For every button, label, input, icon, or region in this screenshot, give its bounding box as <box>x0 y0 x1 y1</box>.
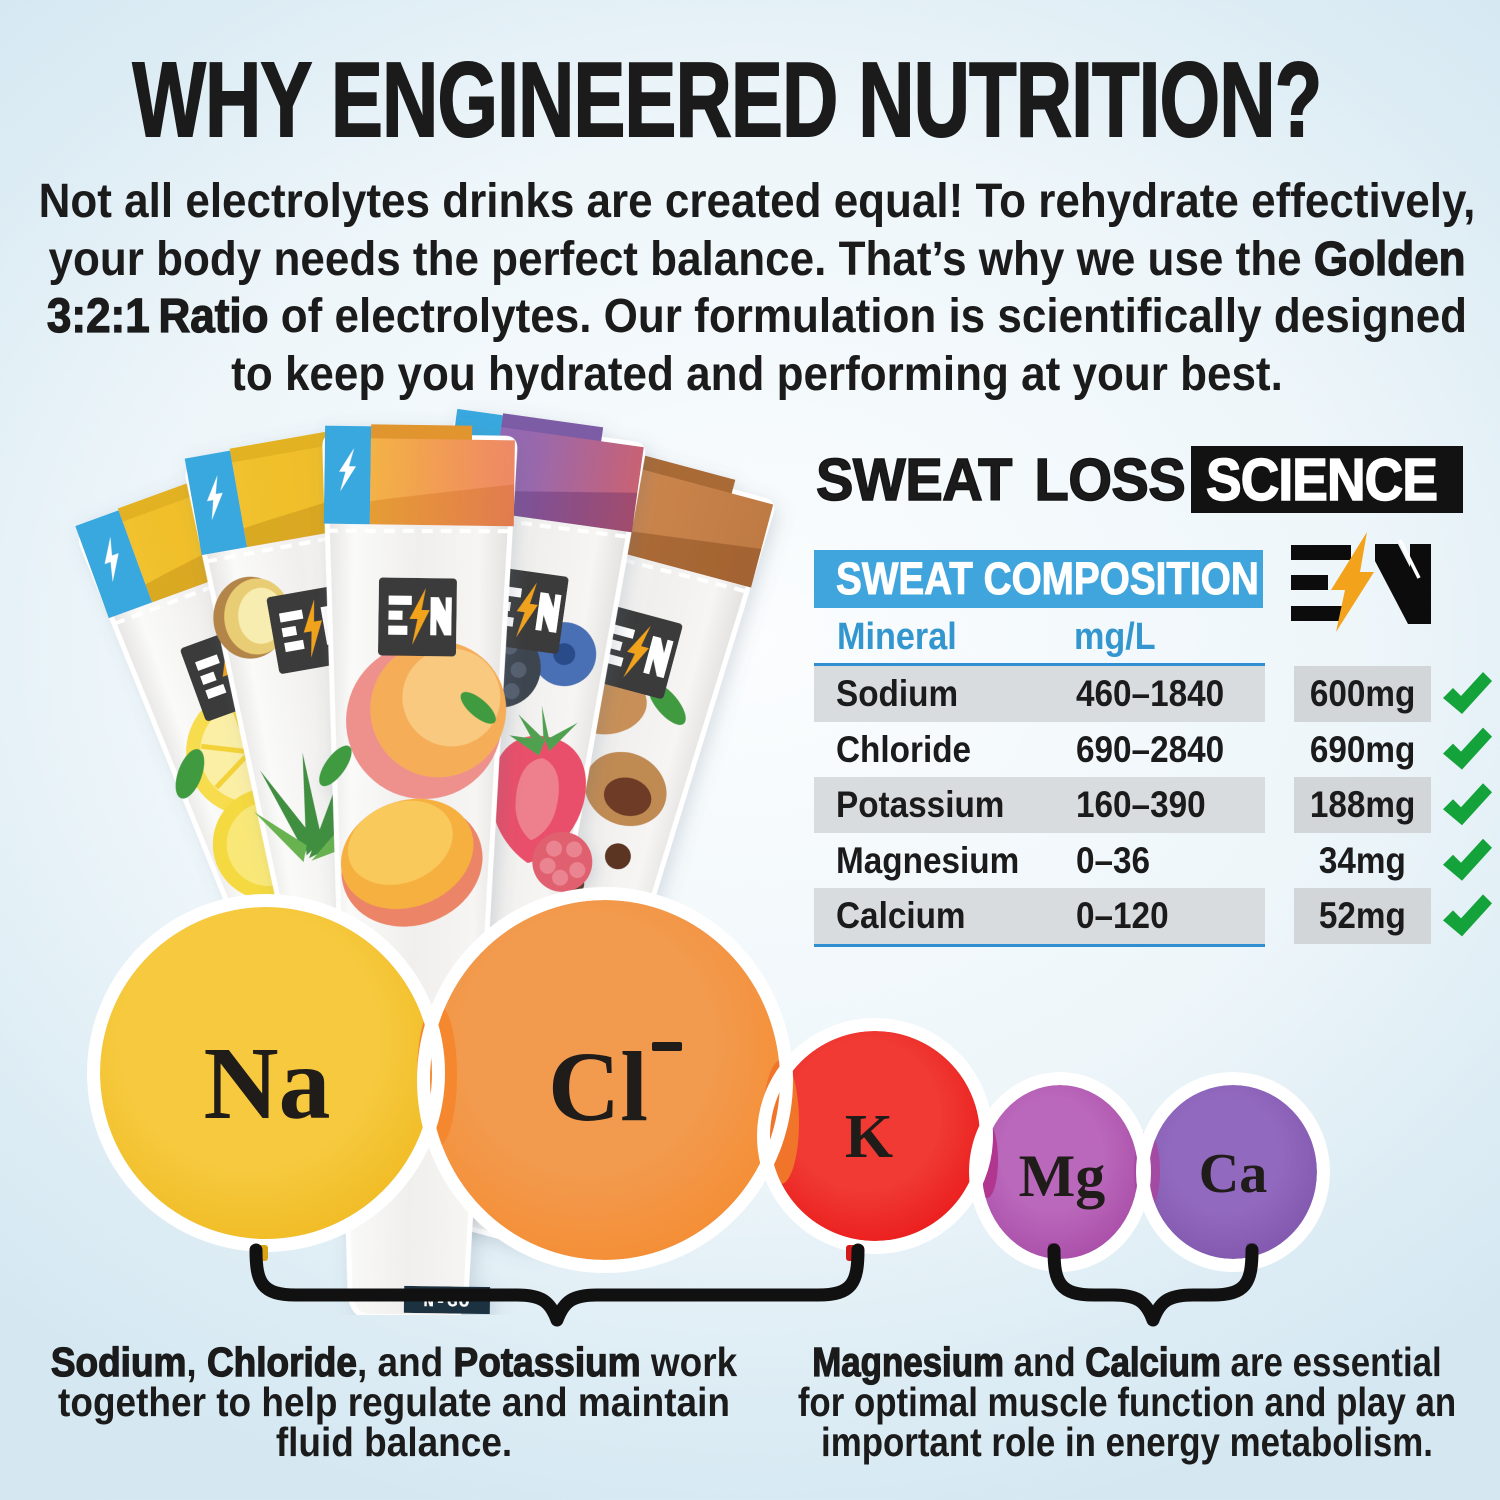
svg-text:Cl: Cl <box>548 1031 648 1142</box>
svg-text:Mg: Mg <box>1019 1143 1106 1209</box>
svg-text:K: K <box>845 1103 893 1171</box>
svg-text:Na: Na <box>203 1026 330 1141</box>
svg-text:Ca: Ca <box>1199 1143 1267 1205</box>
